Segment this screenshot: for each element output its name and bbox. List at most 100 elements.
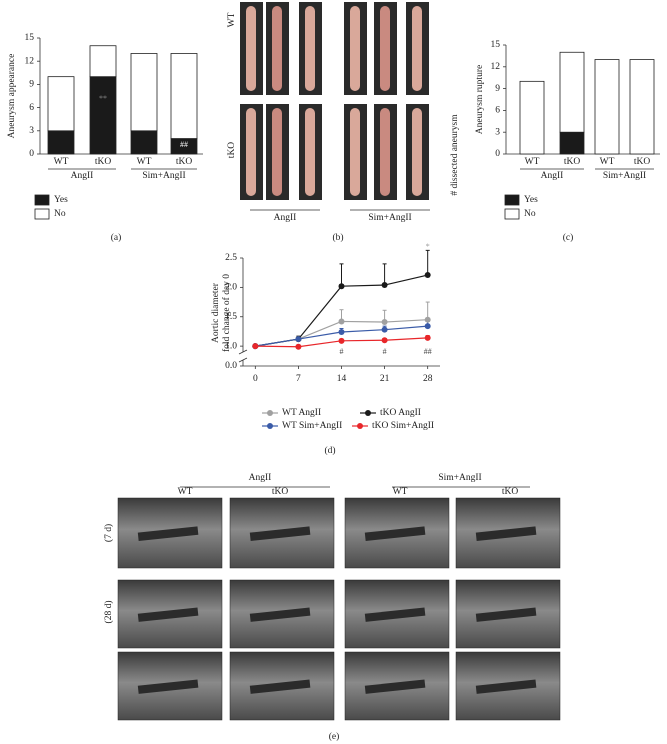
annotation: * [426, 242, 430, 251]
ultrasound-vessel [364, 679, 426, 694]
panel-label: (b) [332, 232, 343, 243]
y-tick-label: 3 [495, 127, 500, 137]
bar-segment [559, 51, 585, 133]
photo-tissue [272, 108, 282, 196]
column-label: WT [178, 487, 193, 497]
panel-label: (e) [329, 731, 340, 742]
y-tick-label: 6 [29, 103, 34, 113]
data-point [338, 283, 345, 290]
group-label: Sim+AngII [438, 473, 481, 483]
x-tick-label: WT [54, 157, 69, 167]
bar-segment [130, 53, 158, 132]
y-tick-label: 12 [25, 56, 35, 66]
ultrasound-vessel [475, 607, 537, 622]
y-axis-label: Aortic diameter [211, 282, 221, 343]
photo-tissue [412, 108, 422, 196]
group-label: AngII [274, 213, 297, 223]
group-label: AngII [541, 171, 564, 181]
data-point [381, 282, 388, 289]
data-point [424, 334, 431, 341]
group-label: Sim+AngII [368, 213, 411, 223]
legend-label: tKO Sim+AngII [372, 421, 434, 431]
legend-label: tKO AngII [380, 408, 421, 418]
x-tick-label: tKO [634, 157, 651, 167]
y-tick-label: 3 [29, 126, 34, 136]
data-point [381, 337, 388, 344]
data-point [424, 323, 431, 330]
y-tick-label: 6 [495, 106, 500, 116]
legend-marker [357, 423, 363, 429]
photo-tissue [272, 6, 282, 91]
column-label: tKO [272, 487, 289, 497]
annotation: ## [180, 140, 188, 149]
bar-segment [89, 76, 117, 155]
annotation: # [340, 347, 344, 356]
legend-label: No [54, 209, 66, 219]
legend-marker [365, 410, 371, 416]
x-tick-label: tKO [176, 157, 193, 167]
y-tick-label: 9 [29, 80, 34, 90]
ultrasound-vessel [475, 679, 537, 694]
data-point [338, 329, 345, 336]
row-label: tKO [227, 142, 237, 159]
legend-label: Yes [524, 195, 538, 205]
x-tick-label: 28 [423, 374, 433, 384]
panel-label: (a) [111, 232, 122, 243]
y-tick-label: 2.0 [225, 283, 237, 293]
data-point [381, 319, 388, 326]
legend-swatch [34, 208, 50, 220]
legend-label: WT AngII [282, 408, 321, 418]
y-axis-label: fold change of day 0 [221, 274, 232, 352]
photo-tissue [305, 6, 315, 91]
bar-segment [47, 130, 75, 155]
data-point [338, 318, 345, 325]
bar-segment [594, 59, 620, 155]
data-point [295, 336, 302, 343]
x-tick-label: 14 [337, 374, 347, 384]
ultrasound-vessel [137, 607, 199, 622]
group-label: AngII [71, 171, 94, 181]
note: # dissected aneurysm [450, 114, 460, 196]
y-tick-label: 1.5 [225, 312, 237, 322]
x-tick-label: 21 [380, 374, 390, 384]
photo-tissue [350, 6, 360, 91]
bar-segment [170, 53, 198, 139]
y-tick-label: 0 [495, 149, 500, 159]
group-label: AngII [249, 473, 272, 483]
data-point [381, 326, 388, 333]
photo-tissue [380, 108, 390, 196]
ultrasound-vessel [137, 679, 199, 694]
x-tick-label: tKO [95, 157, 112, 167]
data-point [424, 316, 431, 323]
photo-tissue [412, 6, 422, 91]
photo-tissue [350, 108, 360, 196]
data-point [295, 343, 302, 350]
x-tick-label: WT [137, 157, 152, 167]
row-label: WT [227, 12, 237, 27]
x-tick-label: 0 [253, 374, 258, 384]
legend-label: No [524, 209, 536, 219]
panel-label: (d) [324, 445, 335, 456]
legend-label: Yes [54, 195, 68, 205]
row-label: (28 d) [103, 601, 114, 624]
ultrasound-vessel [364, 607, 426, 622]
group-label: Sim+AngII [603, 171, 646, 181]
photo-tissue [305, 108, 315, 196]
bar-segment [559, 131, 585, 155]
panel-label: (c) [563, 232, 574, 243]
data-point [252, 343, 259, 350]
ultrasound-vessel [137, 526, 199, 542]
ultrasound-vessel [475, 526, 537, 542]
x-tick-label: WT [600, 157, 615, 167]
column-label: tKO [502, 487, 519, 497]
y-tick-label: 15 [491, 40, 501, 50]
legend-label: WT Sim+AngII [282, 421, 342, 431]
annotation: ## [424, 347, 432, 356]
ultrasound-vessel [249, 679, 311, 694]
row-label: (7 d) [103, 524, 114, 542]
bar-segment [629, 59, 655, 155]
bar-segment [130, 130, 158, 155]
y-tick-label: 2.5 [225, 253, 237, 263]
group-label: Sim+AngII [142, 171, 185, 181]
y-tick-label: 0 [29, 149, 34, 159]
